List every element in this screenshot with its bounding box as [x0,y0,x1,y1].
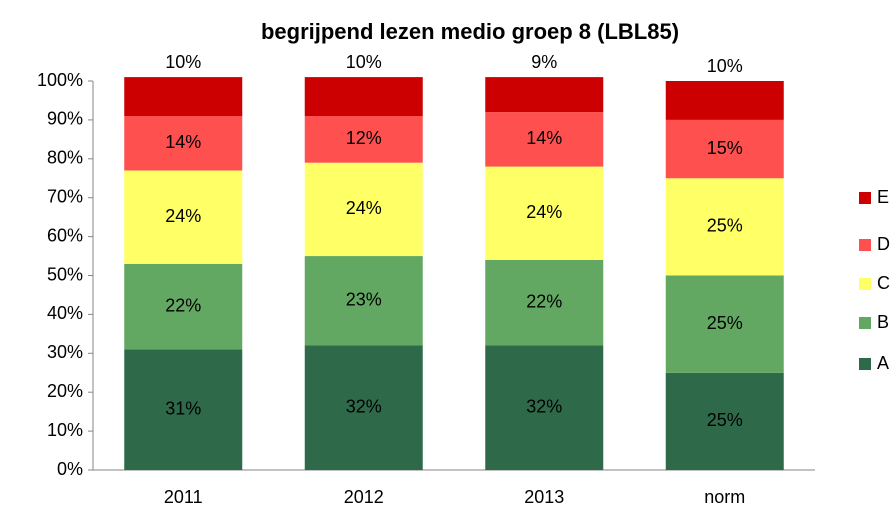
legend-label: E [877,187,889,207]
bar-segment [665,119,784,179]
data-label: 10% [346,52,382,72]
bar-segment [124,170,243,264]
legend-swatch [859,239,871,251]
y-tick-label: 10% [47,420,83,440]
bar-segment [665,81,784,120]
bar-segment [485,166,604,260]
y-tick-label: 30% [47,342,83,362]
y-tick-label: 20% [47,381,83,401]
data-label: 24% [346,198,382,218]
y-tick-label: 0% [57,459,83,479]
bar-segment [485,112,604,167]
y-tick-label: 80% [47,148,83,168]
data-label: 22% [526,291,562,311]
bar-segment [485,345,604,470]
data-label: 32% [526,397,562,417]
bar-segment [124,77,243,117]
bar-segment [665,372,784,470]
data-label: 32% [346,397,382,417]
y-tick-label: 70% [47,186,83,206]
bar-segment [304,162,423,257]
x-tick-label: 2011 [164,487,203,507]
legend-label: C [877,273,890,293]
y-tick-label: 60% [47,225,83,245]
bar-segment [124,116,243,171]
x-tick-label: 2013 [524,487,564,507]
data-label: 31% [165,398,201,418]
data-label: 10% [707,56,743,76]
y-tick-label: 90% [47,109,83,129]
x-tick-label: norm [704,487,745,507]
data-label: 14% [165,132,201,152]
bar-segment [485,259,604,346]
data-label: 12% [346,128,382,148]
x-tick-label: 2012 [344,487,384,507]
bar-segment [665,178,784,276]
bar-segment [485,77,604,113]
bar-segment [304,345,423,470]
chart-title: begrijpend lezen medio groep 8 (LBL85) [261,19,679,44]
data-label: 23% [346,290,382,310]
y-tick-label: 40% [47,303,83,323]
legend-label: B [877,312,889,332]
data-label: 25% [707,216,743,236]
data-label: 24% [526,202,562,222]
legend-swatch [859,317,871,329]
bar-segment [124,349,243,470]
bar-segment [665,275,784,373]
y-tick-label: 50% [47,264,83,284]
legend-swatch [859,192,871,204]
data-label: 14% [526,128,562,148]
legend-label: A [877,353,889,373]
legend-label: D [877,234,890,254]
bar-segment [304,256,423,346]
data-label: 24% [165,206,201,226]
bar-segment [304,77,423,117]
data-label: 15% [707,138,743,158]
legend-swatch [859,358,871,370]
bar-segment [304,116,423,163]
bar-segment [124,263,243,350]
legend-swatch [859,278,871,290]
data-label: 22% [165,295,201,315]
y-tick-label: 100% [37,70,83,90]
data-label: 9% [531,52,557,72]
data-label: 10% [165,52,201,72]
data-label: 25% [707,313,743,333]
data-label: 25% [707,410,743,430]
